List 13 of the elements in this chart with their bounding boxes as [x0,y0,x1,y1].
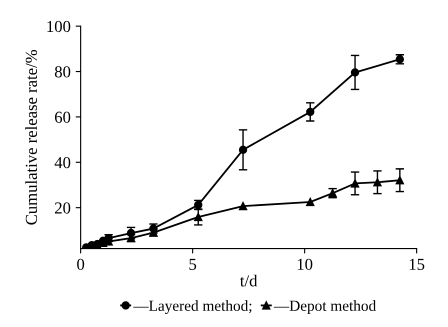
x-tick-label: 15 [410,258,424,270]
x-axis-title: t/d [240,274,258,286]
y-tick-label: 20 [54,202,70,214]
y-tick-label: 60 [54,112,70,123]
x-tick-label: 0 [77,258,84,270]
y-tick-label: 40 [54,157,70,168]
legend-label: —Depot method [274,300,376,314]
y-tick-label: 80 [54,66,70,78]
legend-label: —Layered method; [133,300,252,314]
x-tick-label: 5 [189,258,196,270]
x-tick-label: 10 [298,258,312,270]
y-axis-title: Cumulative release rate/% [25,50,38,225]
y-tick-label: 100 [47,20,70,32]
